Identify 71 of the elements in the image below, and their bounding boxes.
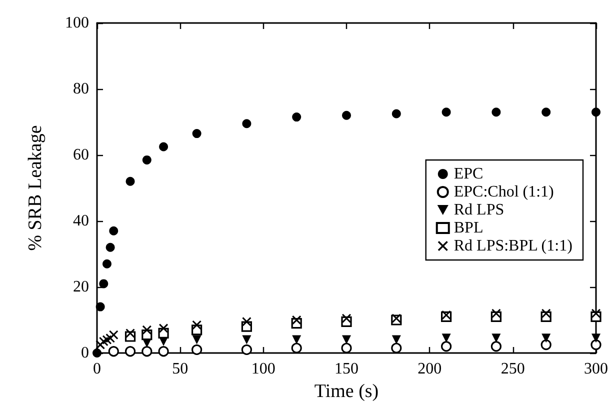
- point: [592, 334, 600, 343]
- point: [492, 108, 501, 117]
- point: [106, 242, 115, 252]
- x-tick-label: 200: [418, 360, 442, 378]
- point: [292, 112, 302, 122]
- x-tick-label: 150: [334, 360, 358, 378]
- x-tick-label: 300: [584, 360, 608, 378]
- point: [109, 226, 118, 236]
- point: [124, 346, 136, 357]
- legend-label: EPC:Chol (1:1): [454, 184, 554, 200]
- point: [192, 320, 202, 330]
- point: [126, 176, 135, 186]
- point: [292, 316, 302, 324]
- point: [590, 339, 602, 350]
- point: [142, 155, 152, 164]
- point: [192, 335, 202, 344]
- point: [442, 334, 451, 343]
- y-axis-title: % SRB Leakage: [25, 125, 46, 251]
- point: [592, 308, 600, 318]
- point: [241, 344, 252, 355]
- x-tick-label: 250: [500, 360, 525, 378]
- point: [542, 334, 551, 343]
- point: [341, 342, 352, 354]
- point: [108, 346, 119, 357]
- point: [292, 335, 302, 344]
- point: [102, 259, 112, 268]
- point: [159, 324, 168, 333]
- point: [96, 302, 105, 312]
- point: [342, 314, 351, 323]
- point: [342, 110, 351, 120]
- point: [392, 109, 401, 118]
- point: [391, 342, 402, 354]
- point: [540, 339, 552, 350]
- point: [158, 346, 169, 357]
- x-tick-label: 50: [172, 360, 188, 378]
- point: [542, 308, 551, 318]
- point: [492, 334, 501, 343]
- y-tick-label: 60: [73, 146, 89, 164]
- point: [142, 346, 152, 357]
- x-tick-label: 0: [93, 360, 101, 378]
- point: [492, 308, 501, 318]
- point: [441, 341, 452, 352]
- point: [242, 335, 252, 344]
- x-tick-label: 100: [251, 360, 276, 378]
- point: [342, 335, 351, 344]
- point: [490, 341, 502, 352]
- point: [242, 119, 252, 128]
- point: [126, 328, 135, 338]
- y-tick-label: 100: [65, 14, 89, 32]
- y-tick-label: 40: [73, 212, 89, 230]
- point: [542, 108, 551, 117]
- y-tick-label: 80: [73, 80, 89, 98]
- y-tick-label: 0: [81, 344, 89, 362]
- x-axis-title: Time (s): [314, 380, 379, 402]
- y-tick-label: 20: [73, 278, 89, 296]
- point: [592, 108, 600, 117]
- point: [392, 314, 401, 323]
- legend-label: EPC: [454, 166, 484, 182]
- point: [109, 330, 118, 340]
- point: [192, 344, 202, 355]
- point: [242, 317, 252, 326]
- point: [442, 108, 451, 117]
- point: [142, 325, 152, 334]
- point: [99, 279, 108, 288]
- point: [192, 129, 202, 138]
- point: [392, 335, 401, 344]
- legend-label: Rd LPS: [454, 202, 504, 218]
- point: [291, 342, 302, 354]
- legend-label: Rd LPS:BPL (1:1): [454, 238, 572, 254]
- point: [159, 142, 168, 152]
- legend-label: BPL: [454, 220, 484, 236]
